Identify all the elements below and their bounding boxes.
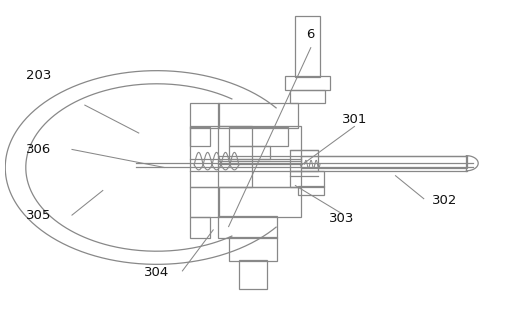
Bar: [290, 150, 319, 172]
Text: 306: 306: [26, 143, 51, 156]
Bar: [285, 76, 330, 90]
Bar: [228, 145, 270, 159]
Text: 301: 301: [342, 113, 367, 126]
Text: 303: 303: [329, 212, 354, 225]
Text: 6: 6: [307, 28, 315, 41]
Text: 302: 302: [432, 194, 457, 207]
Bar: [290, 90, 325, 104]
Bar: [290, 171, 324, 187]
Bar: [190, 127, 252, 187]
Bar: [190, 127, 210, 146]
Bar: [298, 186, 324, 195]
Bar: [190, 217, 210, 238]
Bar: [190, 104, 220, 128]
Text: 305: 305: [26, 209, 51, 222]
Bar: [296, 16, 320, 77]
Bar: [219, 216, 277, 238]
Bar: [219, 127, 301, 187]
Bar: [219, 104, 298, 128]
Bar: [228, 127, 288, 146]
Bar: [219, 187, 301, 217]
Text: 203: 203: [26, 69, 51, 82]
Text: 304: 304: [144, 266, 169, 279]
Bar: [190, 187, 220, 217]
Bar: [228, 238, 277, 261]
Bar: [300, 156, 467, 168]
Bar: [239, 260, 267, 289]
